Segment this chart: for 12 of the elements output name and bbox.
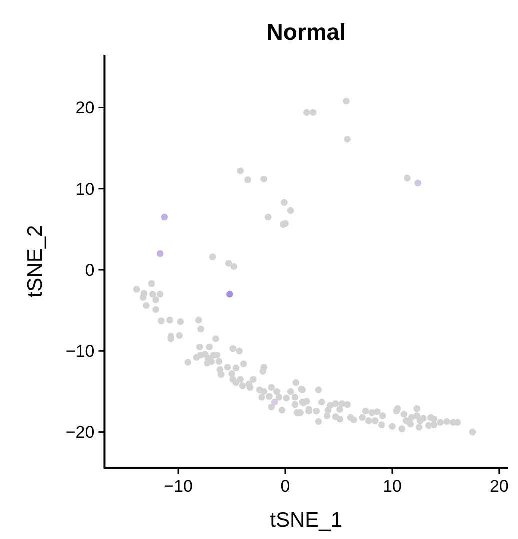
y-tick-label: 10	[76, 180, 95, 199]
x-tick-label: −10	[164, 477, 193, 496]
x-tick-label: 20	[490, 477, 509, 496]
x-tick-label: 0	[280, 477, 290, 496]
x-axis-title: tSNE_1	[270, 509, 343, 532]
chart-title: Normal	[266, 19, 346, 45]
x-tick-label: 10	[383, 477, 402, 496]
y-axis-title: tSNE_2	[24, 225, 47, 298]
y-tick-label: −10	[66, 342, 95, 362]
y-tick-label: −20	[66, 423, 95, 442]
y-tick-label: 20	[76, 98, 95, 118]
y-tick-label: 0	[85, 260, 95, 280]
